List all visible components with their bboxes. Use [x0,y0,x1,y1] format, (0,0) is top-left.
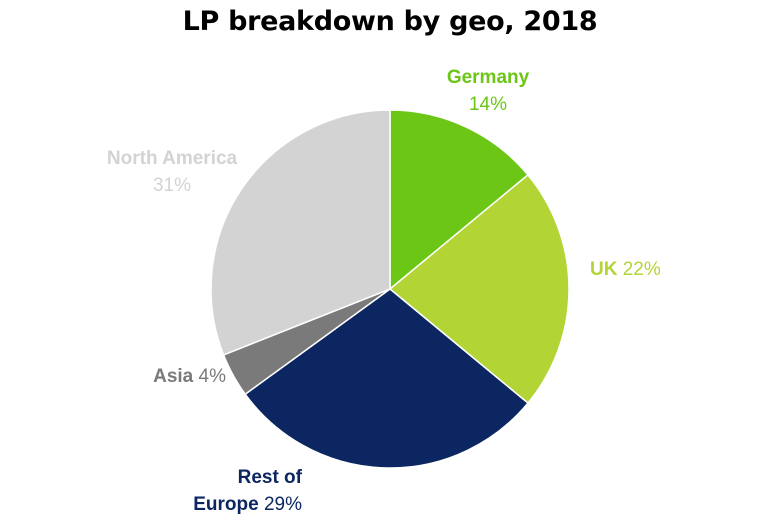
label-germany: Germany 14% [428,64,548,118]
label-uk-name: UK [590,259,618,280]
label-asia: Asia 4% [120,363,226,390]
pie-slice-germany [389,109,529,290]
label-north-america-value: 31% [152,175,192,196]
label-rest-of-europe: Rest of Europe 29% [180,464,302,518]
label-uk-value: 22% [622,259,661,280]
label-north-america: North America 31% [92,145,252,199]
label-germany-value: 14% [468,94,508,115]
chart-title: LP breakdown by geo, 2018 [182,6,598,37]
label-north-america-name: North America [106,148,238,169]
label-rest-of-europe-value: 29% [263,494,302,515]
label-uk: UK 22% [590,256,661,283]
label-asia-name: Asia [153,366,194,387]
label-rest-of-europe-name-line2: Europe [193,494,259,515]
pie-slice-north-america [210,109,391,356]
pie-slice-uk [389,174,570,404]
label-rest-of-europe-name-line1: Rest of [237,467,302,488]
label-asia-value: 4% [198,366,226,387]
label-germany-name: Germany [446,67,530,88]
pie-slice-rest-of-europe [244,288,529,469]
